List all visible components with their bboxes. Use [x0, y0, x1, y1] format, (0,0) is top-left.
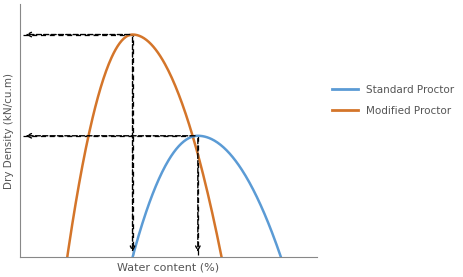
Y-axis label: Dry Density (kN/cu.m): Dry Density (kN/cu.m): [4, 73, 14, 189]
Legend: Standard Proctor, Modified Proctor: Standard Proctor, Modified Proctor: [327, 81, 457, 120]
X-axis label: Water content (%): Water content (%): [117, 263, 219, 273]
